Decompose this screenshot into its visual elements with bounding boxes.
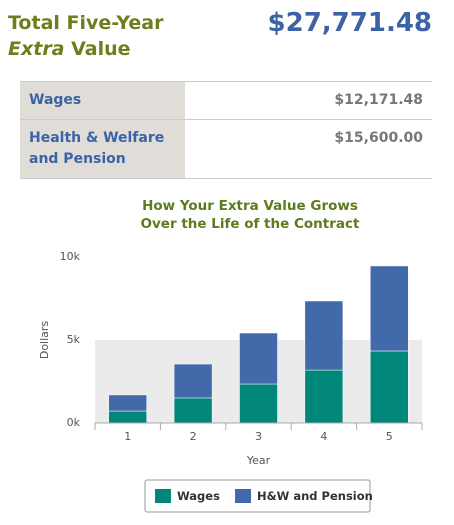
summary-table: Wages $12,171.48 Health & Welfare and Pen… xyxy=(20,81,432,179)
legend-swatch xyxy=(155,489,171,503)
row-label: Wages xyxy=(20,81,185,120)
bar-segment xyxy=(370,350,409,424)
bar-segment xyxy=(108,410,147,424)
title-emphasis: Extra xyxy=(8,38,65,60)
bar-segment xyxy=(239,332,278,385)
y-tick-label: 5k xyxy=(67,333,81,346)
chart-title: How Your Extra Value Grows xyxy=(142,198,358,214)
legend-swatch xyxy=(235,489,251,503)
row-value: $12,171.48 xyxy=(185,81,432,120)
x-tick-label: 3 xyxy=(255,430,262,443)
x-tick-label: 4 xyxy=(320,430,327,443)
x-axis-label: Year xyxy=(246,454,271,467)
x-tick-label: 5 xyxy=(386,430,393,443)
legend-label: Wages xyxy=(177,489,220,503)
row-value: $15,600.00 xyxy=(185,119,432,179)
y-tick-label: 10k xyxy=(60,250,81,263)
row-label: Health & Welfare and Pension xyxy=(20,119,185,179)
title-line: Total Five-Year xyxy=(8,12,164,34)
table-row: Wages $12,171.48 xyxy=(20,81,432,120)
title-word: Value xyxy=(71,38,131,60)
total-value: $27,771.48 xyxy=(267,8,432,38)
x-tick-label: 1 xyxy=(124,430,131,443)
bar-segment xyxy=(108,394,147,412)
y-axis-label: Dollars xyxy=(38,321,51,360)
y-tick-label: 0k xyxy=(67,416,81,429)
chart-title: Over the Life of the Contract xyxy=(141,216,360,232)
summary-title: Total Five-Year Extra Value xyxy=(8,10,163,62)
table-row: Health & Welfare and Pension $15,600.00 xyxy=(20,119,432,179)
x-tick-label: 2 xyxy=(190,430,197,443)
legend-box xyxy=(144,479,371,513)
bar-segment xyxy=(370,265,409,352)
chart: How Your Extra Value Grows Over the Life … xyxy=(38,198,423,513)
bar-segment xyxy=(304,300,344,371)
legend-label: H&W and Pension xyxy=(257,489,373,503)
bar-segment xyxy=(173,397,213,424)
title-line: Extra Value xyxy=(8,36,163,62)
bar-segment xyxy=(239,383,278,424)
bar-segment xyxy=(173,363,213,399)
bar-segment xyxy=(304,369,344,424)
